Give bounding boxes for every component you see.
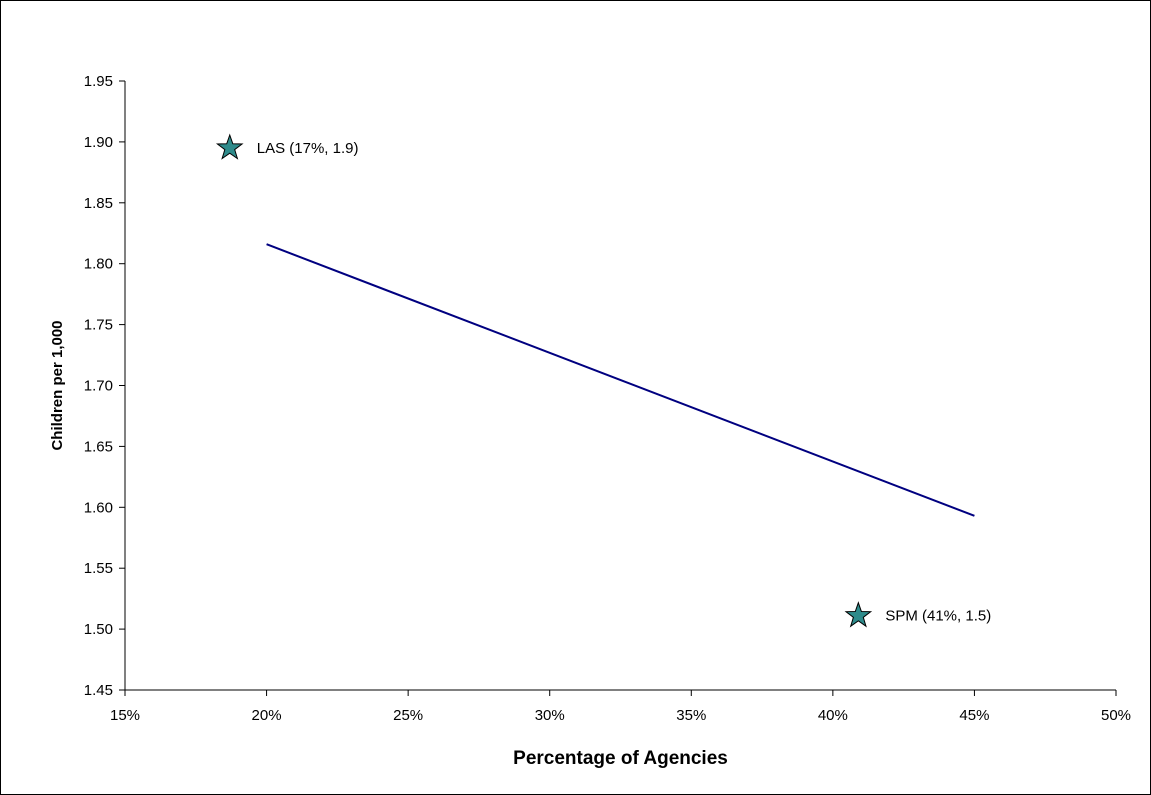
y-tick-label: 1.85 [84, 195, 113, 212]
x-tick-label: 30% [535, 707, 565, 724]
y-tick-label: 1.90 [84, 134, 113, 151]
trend-line [266, 243, 975, 517]
y-tick-label: 1.70 [84, 378, 113, 395]
x-tick-label: 25% [393, 707, 423, 724]
data-points: LAS (17%, 1.9) SPM (41%, 1.5) [215, 133, 991, 628]
y-tick-label: 1.95 [84, 73, 113, 90]
y-tick-label: 1.75 [84, 317, 113, 334]
y-axis-ticks: 1.45 1.50 1.55 1.60 1.65 1.70 1.75 1.80 1.85 1.90… [84, 73, 125, 699]
star-point-marker [844, 601, 873, 628]
x-axis-title: Percentage of Agencies [513, 748, 728, 769]
y-tick-label: 1.55 [84, 560, 113, 577]
y-tick-label: 1.65 [84, 438, 113, 455]
x-tick-label: 35% [676, 707, 706, 724]
x-tick-label: 20% [252, 707, 282, 724]
x-tick-label: 40% [818, 707, 848, 724]
point-label: LAS (17%, 1.9) [257, 140, 359, 157]
point-label: SPM (41%, 1.5) [885, 608, 991, 625]
trend-line-group [266, 243, 975, 517]
axes [124, 81, 1116, 691]
y-tick-label: 1.80 [84, 256, 113, 273]
y-tick-label: 1.45 [84, 682, 113, 699]
x-axis-ticks: 15% 20% 25% 30% 35% 40% 45% 50% [110, 690, 1131, 724]
y-tick-label: 1.60 [84, 499, 113, 516]
x-tick-label: 45% [959, 707, 989, 724]
y-axis-title: Children per 1,000 [49, 320, 66, 450]
x-tick-label: 50% [1101, 707, 1131, 724]
star-point-marker [215, 133, 244, 160]
x-tick-label: 15% [110, 707, 140, 724]
y-tick-label: 1.50 [84, 621, 113, 638]
